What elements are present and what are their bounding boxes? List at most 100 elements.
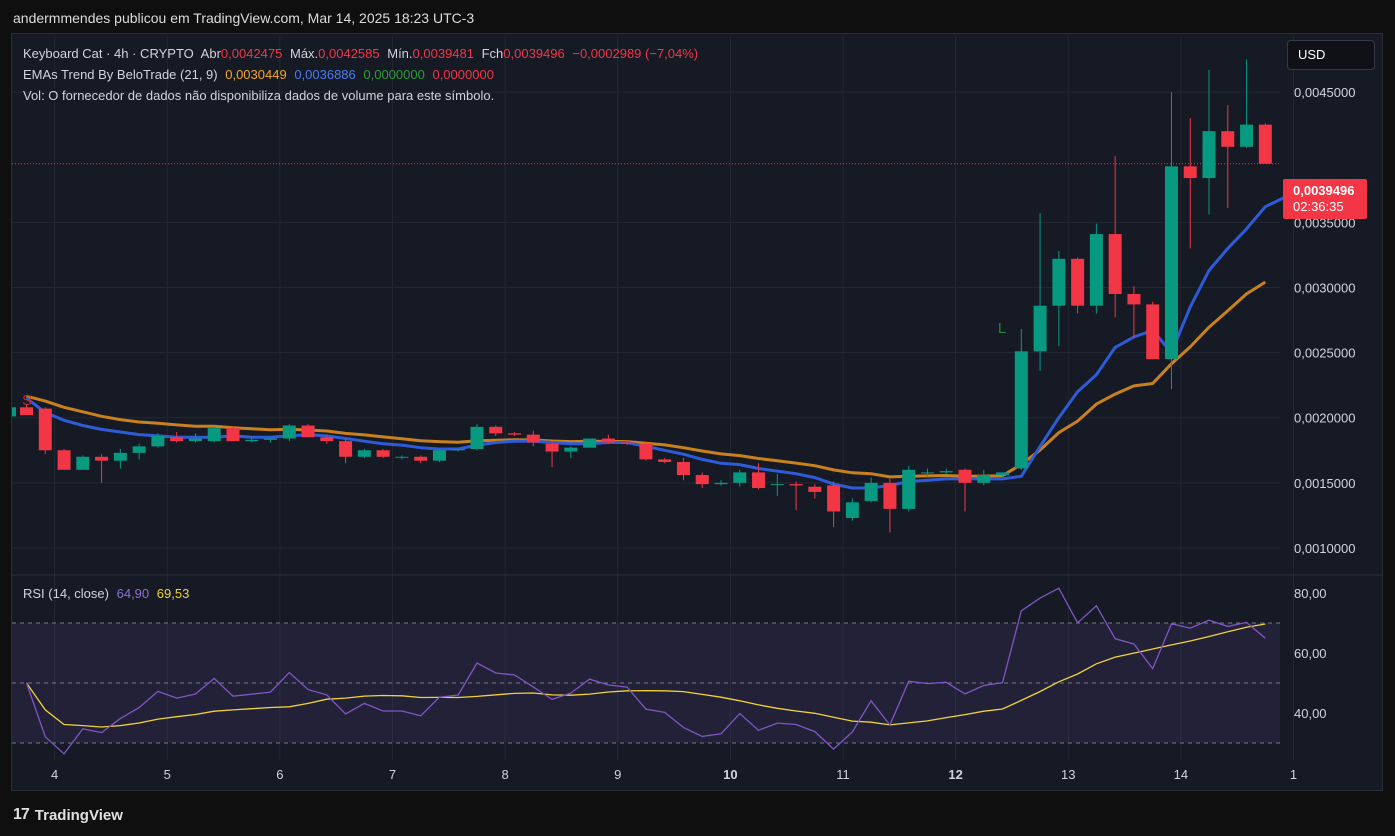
time-tick-label: 13 [1061,767,1075,782]
candle-body [939,471,953,473]
time-tick-label: 5 [164,767,171,782]
candle-11 [226,426,240,442]
candle-38 [733,469,747,487]
candle-47 [902,465,916,512]
change-value: −0,0002989 (−7,04%) [572,46,699,61]
candle-60 [1146,301,1160,360]
candle-body [545,443,559,452]
candle-body [845,502,859,518]
rsi-value: 64,90 [116,586,150,601]
candle-body [1127,293,1141,305]
candle-body [132,446,146,453]
candle-body [38,408,52,451]
candle-body [151,435,165,447]
candle-1 [38,407,52,455]
high-value: 0,0042585 [318,46,380,61]
time-tick-label: 11 [836,767,850,782]
close-value: 0,0039496 [503,46,565,61]
candle-37 [714,480,728,486]
candle-body [1071,258,1085,306]
last-price-badge: 0,0039496 02:36:35 [1283,179,1367,219]
candle-41 [789,481,803,511]
candle-23 [451,448,465,452]
open-label: Abr [200,46,221,61]
candle-57 [1089,223,1103,314]
ema-indicator-name[interactable]: EMAs Trend By BeloTrade (21, 9) [23,67,218,82]
candle-35 [676,458,690,481]
publisher-line: andermmendes publicou em TradingView.com… [13,10,475,26]
candle-body [676,461,690,476]
candle-18 [357,448,371,459]
time-tick-label: 8 [502,767,509,782]
candle-body [808,486,822,492]
candle-body [583,438,597,448]
signals: SL [22,320,1006,409]
price-tick-label: 0,0025000 [1294,346,1355,361]
candle-body [996,472,1010,476]
candle-51 [977,469,991,486]
footer-brand-label: TradingView [34,806,123,824]
rsi-indicator-name[interactable]: RSI (14, close) [23,586,109,601]
candle-body [207,428,221,442]
candle-39 [752,463,766,490]
candle-5 [113,448,127,469]
candle-body [301,425,315,438]
low-value: 0,0039481 [412,46,474,61]
price-tick-label: 0,0015000 [1294,476,1355,491]
time-axis: 4 5 6 7 8 9 10 11 12 13 14 1 [51,767,1297,782]
price-tick-label: 0,0010000 [1294,541,1355,556]
candle-13 [264,438,278,443]
candle-65 [1240,59,1254,149]
time-tick-label: 7 [389,767,396,782]
candle-body [958,469,972,483]
footer-brand[interactable]: 17 TradingView [13,806,123,824]
candle-31 [601,434,615,444]
candle-52 [996,472,1010,478]
candle-2 [57,448,71,470]
time-tick-label: 6 [276,767,283,782]
candle-body [1202,131,1216,179]
candle-8 [170,432,184,443]
rsi-tick-label: 60,00 [1294,646,1327,661]
time-tick-label: 1 [1290,767,1297,782]
candle-body [770,484,784,486]
price-tick-label: 0,0030000 [1294,280,1355,295]
rsi-tick-label: 80,00 [1294,586,1327,601]
candles [12,59,1272,533]
currency-button[interactable]: USD [1287,40,1375,70]
candle-body [1089,234,1103,306]
candle-body [395,456,409,458]
rsi-ma-path [25,623,1266,728]
candle-body [76,456,90,470]
last-price-value: 0,0039496 [1293,183,1355,198]
candle-62 [1183,118,1197,249]
candle-59 [1127,286,1141,339]
candle-body [601,438,615,443]
ohlc-legend: Keyboard Cat · 4h · CRYPTO Abr0,0042475 … [23,46,702,61]
candle-34 [658,458,672,464]
candle-body [376,450,390,457]
candle-36 [695,472,709,489]
candle-53 [1014,329,1028,470]
candle-body [714,482,728,485]
ema-fast-value: 0,0036886 [294,67,356,82]
candle-42 [808,484,822,499]
candle-9 [188,433,202,443]
candle-body [226,428,240,442]
candle-54 [1033,213,1047,371]
candle-30 [583,438,597,448]
symbol-label[interactable]: Keyboard Cat · 4h · CRYPTO [23,46,194,61]
candle-body [658,459,672,462]
candle-50 [958,468,972,512]
rsi-legend: RSI (14, close) 64,90 69,53 [23,586,193,601]
candle-body [733,472,747,483]
candle-16 [320,434,334,444]
time-tick-label: 14 [1174,767,1188,782]
low-label: Mín. [387,46,413,61]
candle-32 [620,439,634,446]
candle-27 [526,430,540,447]
candle-body [470,426,484,449]
candle-body [1108,234,1122,294]
candle-body [1052,258,1066,306]
